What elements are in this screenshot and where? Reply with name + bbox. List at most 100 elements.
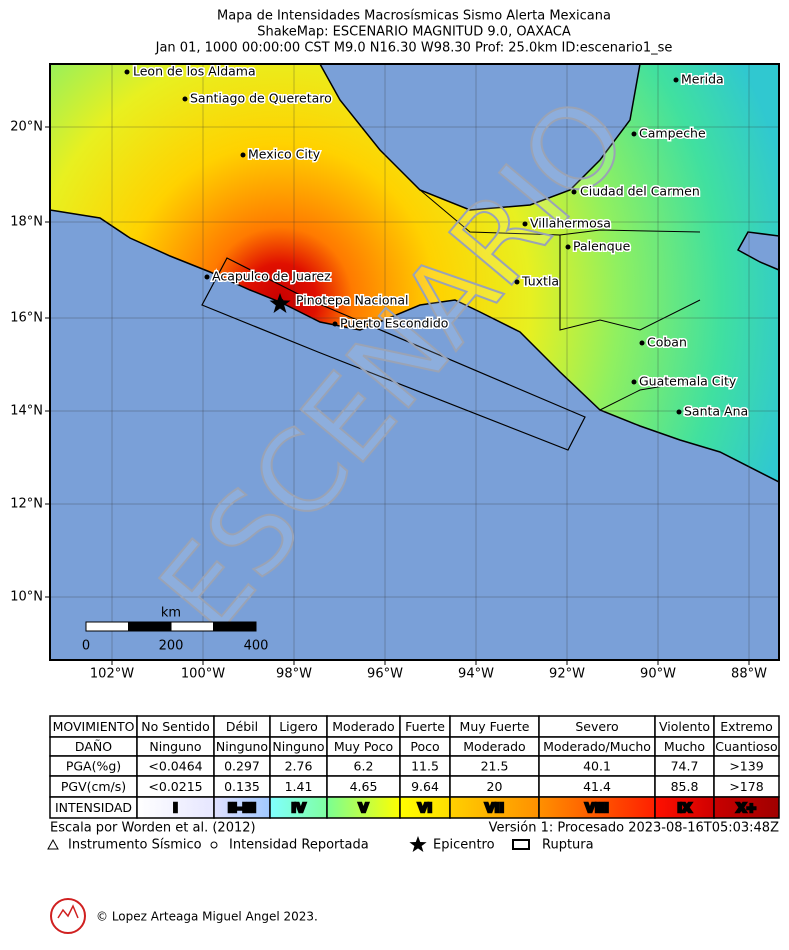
city-dot: [514, 279, 520, 285]
axis-labels: 102°W 100°W 98°W 96°W 94°W 92°W 90°W 88°W 20°N 18…: [10, 120, 767, 682]
cell-text: Muy Fuerte: [460, 719, 530, 734]
scale-note: Escala por Worden et al. (2012): [50, 821, 256, 836]
city-dot: [332, 321, 338, 327]
cell-text: Moderado/Mucho: [543, 739, 651, 754]
cell-text: Muy Poco: [334, 739, 393, 754]
cell-text: VI: [418, 800, 432, 815]
lon-label: 90°W: [640, 667, 676, 682]
city-dot: [124, 69, 130, 75]
cell-text: Severo: [575, 719, 618, 734]
lon-label: 94°W: [458, 667, 494, 682]
cell-text: DAÑO: [75, 739, 112, 754]
table-cell: [713, 796, 780, 819]
title: Mapa de Intensidades Macrosísmicas Sismo…: [217, 9, 611, 24]
scale-segment: [170, 621, 214, 632]
city-dot: [571, 189, 577, 195]
cell-text: Mucho: [664, 739, 705, 754]
cell-text: Moderado: [332, 719, 394, 734]
map-frame: [49, 63, 780, 661]
lat-label: 20°N: [10, 120, 43, 135]
legend-table: MOVIMIENTO No Sentido Débil Ligero Moderado F…: [49, 715, 780, 819]
cell-text: Moderado: [463, 739, 525, 754]
cell-text: 20: [487, 779, 503, 794]
cell-text: <0.0464: [148, 759, 202, 774]
lat-label: 18°N: [10, 215, 43, 230]
scale-label: 400: [244, 639, 269, 654]
lon-label: 102°W: [90, 667, 134, 682]
cell-text: <0.0215: [148, 779, 202, 794]
cell-text: >178: [729, 779, 763, 794]
city-dot: [204, 274, 210, 280]
scale-segment: [128, 621, 172, 632]
cell-text: 40.1: [583, 759, 611, 774]
city-label: Campeche: [639, 126, 706, 141]
cell-text: IX: [677, 800, 692, 815]
info: Jan 01, 1000 00:00:00 CST M9.0 N16.30 W9…: [155, 41, 673, 56]
city-dot: [631, 131, 637, 137]
cell-text: Poco: [410, 739, 439, 754]
logo-mark: [57, 904, 79, 919]
version: Versión 1: Procesado 2023-08-16T05:03:48…: [489, 821, 779, 836]
scale-segment: [213, 621, 257, 632]
scale-bar: km 0 200 400: [82, 606, 269, 654]
lat-label: 12°N: [10, 497, 43, 512]
cell-text: 6.2: [354, 759, 374, 774]
cell-text: 0.297: [224, 759, 260, 774]
city-dot: [673, 77, 679, 83]
legend-label: Ruptura: [542, 838, 594, 853]
city-label: Guatemala City: [639, 374, 737, 389]
cell-text: INTENSIDAD: [55, 800, 132, 815]
city-label: Villahermosa: [530, 216, 611, 231]
legend-label: Epicentro: [433, 838, 495, 853]
cell-text: 9.64: [411, 779, 439, 794]
cell-text: Ninguno: [272, 739, 324, 754]
triangle-icon: [47, 838, 59, 850]
lon-label: 100°W: [181, 667, 225, 682]
cell-text: Violento: [659, 719, 710, 734]
graticule: [50, 64, 779, 660]
city-label: Pinotepa Nacional: [296, 293, 409, 308]
cell-text: 21.5: [481, 759, 509, 774]
city-label: Mexico City: [248, 147, 321, 162]
cell-text: II-III: [228, 800, 256, 815]
cell-text: 0.135: [224, 779, 260, 794]
cell-text: VII: [485, 800, 504, 815]
cell-text: 74.7: [671, 759, 699, 774]
city-label: Acapulco de Juarez: [212, 269, 331, 284]
city-dot: [631, 379, 637, 385]
land: [50, 64, 779, 483]
cell-text: PGA(%g): [66, 759, 121, 774]
cities: Leon de los Aldama Santiago de Queretaro M…: [124, 64, 750, 420]
cell-text: >139: [729, 759, 763, 774]
city-label: Coban: [647, 335, 687, 350]
borders: [419, 189, 701, 411]
cell-text: Cuantioso: [715, 739, 777, 754]
city-label: Palenque: [573, 239, 631, 254]
cell-text: VIII: [585, 800, 609, 815]
cell-text: 85.8: [671, 779, 699, 794]
scale-label: 200: [159, 639, 184, 654]
city-dot: [639, 340, 645, 346]
cell-text: I: [173, 800, 178, 815]
city-label: Leon de los Aldama: [133, 64, 256, 79]
legend-label: Instrumento Sísmico: [68, 838, 202, 853]
city-label: Puerto Escondido: [340, 316, 448, 331]
cell-text: X+: [736, 800, 756, 815]
cell-text: Débil: [226, 719, 258, 734]
lon-label: 88°W: [731, 667, 767, 682]
cell-text: 41.4: [583, 779, 611, 794]
cell-text: Fuerte: [405, 719, 445, 734]
cell-text: 11.5: [411, 759, 439, 774]
city-label: Santa Ana: [684, 404, 748, 419]
rupture: [201, 257, 586, 451]
cell-text: No Sentido: [141, 719, 209, 734]
city-dot: [182, 96, 188, 102]
cell-text: 1.41: [285, 779, 313, 794]
cell-text: Extremo: [720, 719, 773, 734]
legend-label: Intensidad Reportada: [229, 838, 369, 853]
lat-label: 16°N: [10, 311, 43, 326]
city-dot: [522, 221, 528, 227]
subtitle: ShakeMap: ESCENARIO MAGNITUD 9.0, OAXACA: [257, 25, 571, 40]
